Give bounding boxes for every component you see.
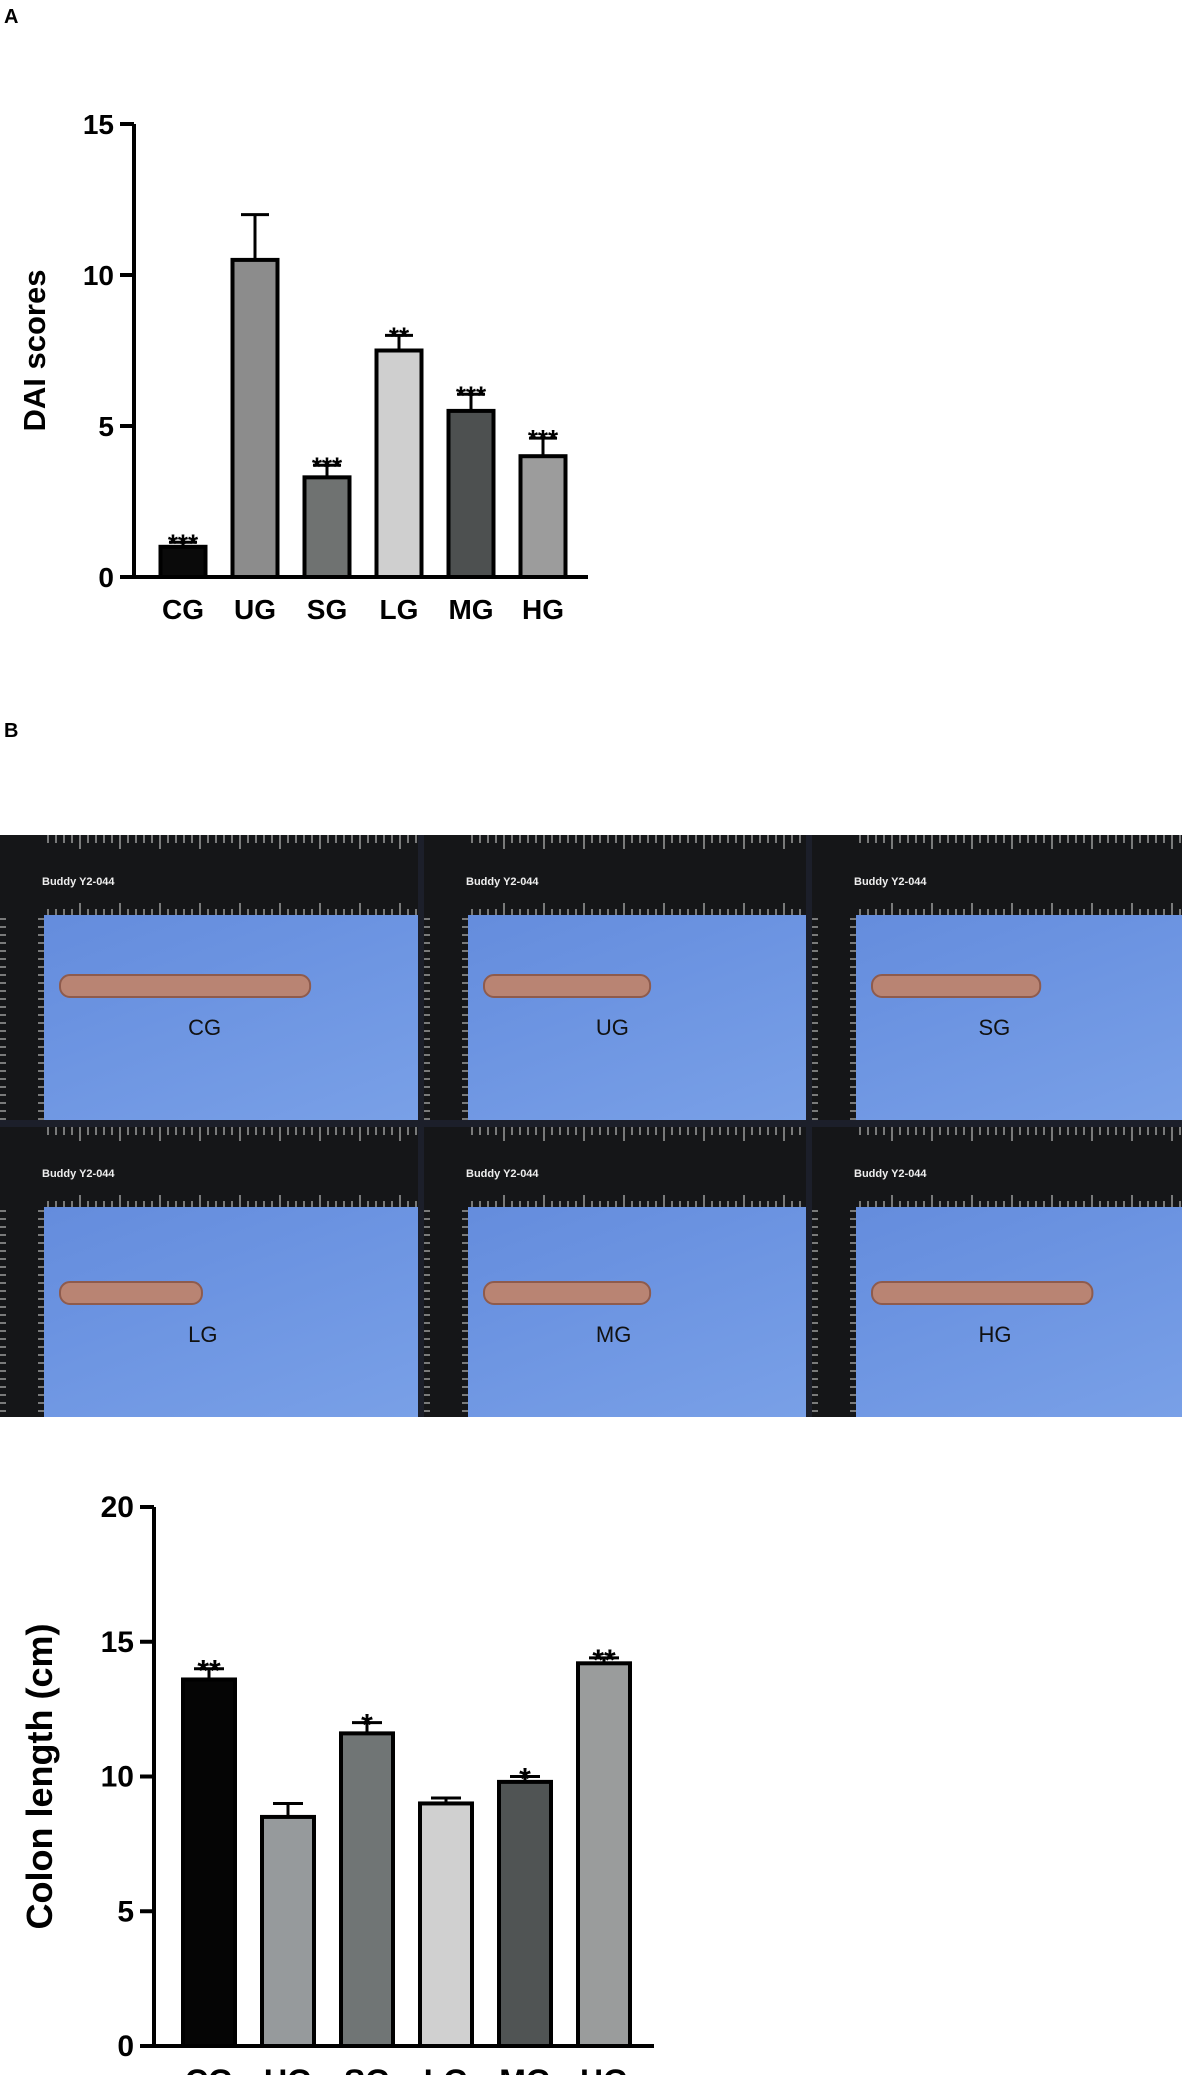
category-label: LG bbox=[380, 594, 419, 625]
ruler-side bbox=[0, 835, 44, 1120]
bar-sg bbox=[339, 1731, 395, 2048]
bar-hg bbox=[518, 454, 568, 580]
y-tick-label: 15 bbox=[101, 1626, 134, 1659]
bar-mg bbox=[497, 1779, 553, 2048]
ruler-graphic: Buddy Y2-044 bbox=[0, 1127, 418, 1417]
category-label: SG bbox=[344, 2063, 390, 2075]
category-label: HG bbox=[522, 594, 564, 625]
colon-specimen bbox=[483, 1281, 652, 1305]
category-label: MG bbox=[499, 2063, 551, 2075]
category-label: LG bbox=[424, 2063, 468, 2075]
category-label: SG bbox=[307, 594, 347, 625]
photo-sg: Buddy Y2-044 SG bbox=[812, 835, 1182, 1120]
y-tick-label: 0 bbox=[117, 2030, 134, 2063]
significance-marker: ** bbox=[592, 1644, 616, 1677]
photo-cg: Buddy Y2-044 CG bbox=[0, 835, 418, 1120]
ruler-side bbox=[812, 1127, 856, 1417]
y-tick-label: 15 bbox=[83, 109, 114, 140]
significance-marker: ** bbox=[197, 1655, 221, 1688]
bar-sg bbox=[302, 475, 352, 579]
colon-specimen bbox=[59, 974, 312, 998]
dai-scores-chart: 0 5 10 15 DAI scores CG *** UG SG *** LG ** MG *** HG *… bbox=[17, 109, 588, 625]
photo-label: SG bbox=[978, 1015, 1011, 1040]
ruler-top bbox=[812, 1127, 1182, 1207]
photo-lg: Buddy Y2-044 LG bbox=[0, 1127, 418, 1417]
significance-marker: * bbox=[361, 1709, 373, 1742]
significance-marker: *** bbox=[168, 528, 199, 558]
photo-label: HG bbox=[978, 1322, 1012, 1347]
bar-ug bbox=[260, 1814, 316, 2048]
bar-lg bbox=[418, 1801, 474, 2049]
bar-cg bbox=[181, 1677, 237, 2048]
y-axis-title: Colon length (cm) bbox=[19, 1624, 60, 1930]
ruler-graphic: Buddy Y2-044 bbox=[812, 835, 1182, 1120]
ruler-brand: Buddy Y2-044 bbox=[854, 1168, 927, 1180]
photo-hg: Buddy Y2-044 HG bbox=[812, 1127, 1182, 1417]
photo-label: MG bbox=[595, 1322, 632, 1347]
category-label: UG bbox=[234, 594, 276, 625]
significance-marker: * bbox=[519, 1763, 531, 1796]
ruler-top bbox=[812, 835, 1182, 915]
y-tick-label: 10 bbox=[83, 260, 114, 291]
bar-hg bbox=[576, 1661, 632, 2048]
colon-specimen bbox=[871, 1281, 1094, 1305]
ruler-top bbox=[424, 835, 806, 915]
ruler-side bbox=[812, 835, 856, 1120]
ruler-graphic: Buddy Y2-044 bbox=[0, 835, 418, 1120]
panel-letter-b: B bbox=[4, 720, 19, 742]
bar-mg bbox=[446, 408, 496, 579]
colon-specimen bbox=[59, 1281, 203, 1305]
category-label: CG bbox=[185, 2063, 233, 2075]
bar-cg bbox=[158, 544, 208, 579]
panel-letter-a: A bbox=[4, 6, 19, 28]
y-tick-label: 5 bbox=[98, 411, 114, 442]
photo-label: LG bbox=[188, 1322, 218, 1347]
ruler-graphic: Buddy Y2-044 bbox=[424, 1127, 806, 1417]
ruler-side bbox=[0, 1127, 44, 1417]
ruler-side bbox=[424, 835, 468, 1120]
significance-marker: ** bbox=[389, 321, 410, 351]
ruler-brand: Buddy Y2-044 bbox=[42, 876, 115, 888]
photo-label: UG bbox=[595, 1015, 629, 1040]
significance-marker: *** bbox=[528, 424, 559, 454]
ruler-side bbox=[424, 1127, 468, 1417]
y-tick-label: 0 bbox=[98, 562, 114, 593]
colon-specimen bbox=[871, 974, 1042, 998]
y-axis-title: DAI scores bbox=[17, 270, 52, 432]
category-label: MG bbox=[448, 594, 493, 625]
y-tick-label: 10 bbox=[101, 1761, 134, 1794]
significance-marker: *** bbox=[456, 380, 487, 410]
ruler-graphic: Buddy Y2-044 bbox=[812, 1127, 1182, 1417]
ruler-top bbox=[0, 1127, 418, 1207]
ruler-brand: Buddy Y2-044 bbox=[42, 1168, 115, 1180]
ruler-brand: Buddy Y2-044 bbox=[466, 1168, 539, 1180]
colon-photo-grid: Buddy Y2-044 CG Buddy Y2-044 UG Buddy Y2-044… bbox=[0, 835, 1182, 1417]
ruler-graphic: Buddy Y2-044 bbox=[424, 835, 806, 1120]
colon-specimen bbox=[483, 974, 652, 998]
photo-mg: Buddy Y2-044 MG bbox=[424, 1127, 806, 1417]
ruler-brand: Buddy Y2-044 bbox=[466, 876, 539, 888]
bar-ug bbox=[230, 257, 280, 579]
significance-marker: *** bbox=[312, 451, 343, 481]
y-tick-label: 5 bbox=[117, 1895, 134, 1928]
ruler-top bbox=[424, 1127, 806, 1207]
category-label: UG bbox=[264, 2063, 312, 2075]
photo-label: CG bbox=[188, 1015, 222, 1040]
ruler-top bbox=[0, 835, 418, 915]
category-label: HG bbox=[580, 2063, 628, 2075]
colon-length-chart: 0 5 10 15 20 Colon length (cm) CG ** UG SG * LG MG * H… bbox=[19, 1491, 654, 2075]
bar-lg bbox=[374, 348, 424, 579]
category-label: CG bbox=[162, 594, 204, 625]
photo-ug: Buddy Y2-044 UG bbox=[424, 835, 806, 1120]
ruler-brand: Buddy Y2-044 bbox=[854, 876, 927, 888]
y-tick-label: 20 bbox=[101, 1491, 134, 1524]
